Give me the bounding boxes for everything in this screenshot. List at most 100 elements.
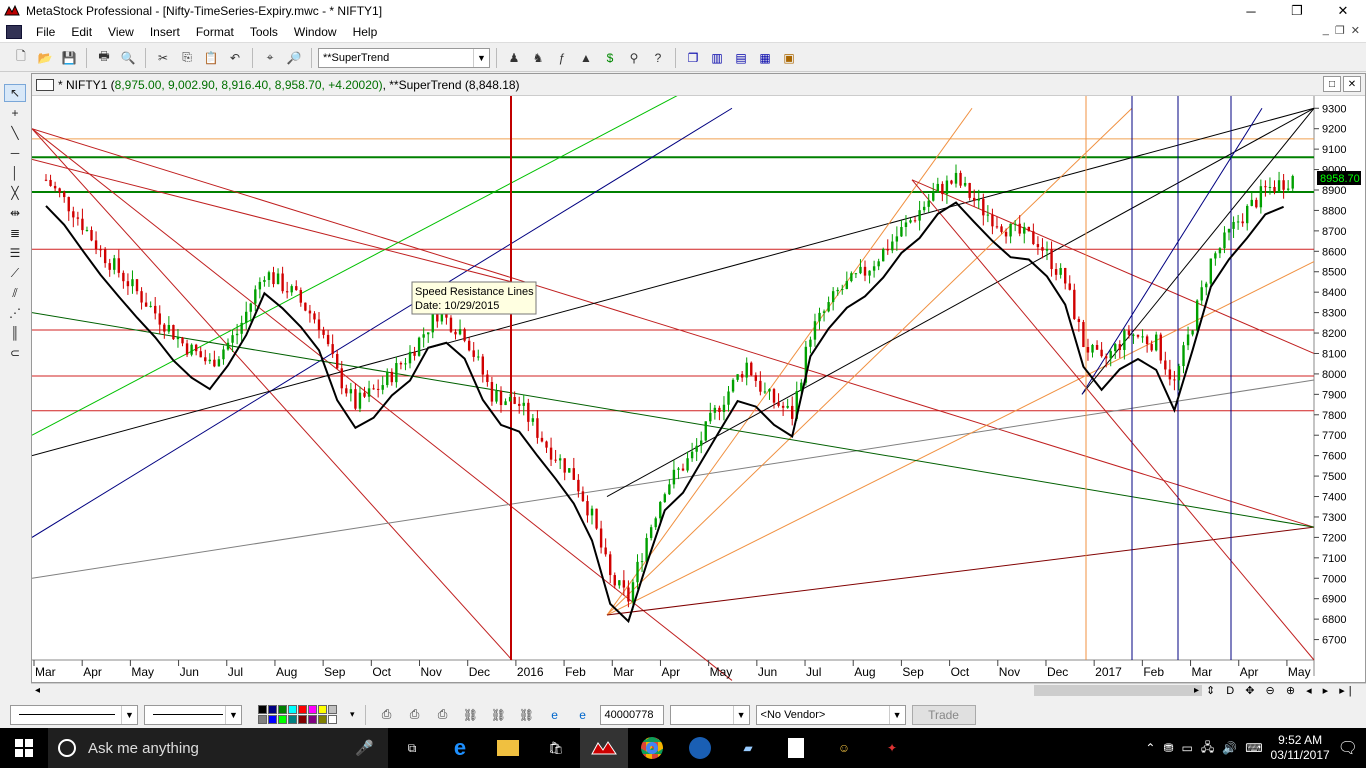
price-chart[interactable]: 6700 6800 6900 7000 7100 7200 7300 7400 7500 7600…	[32, 74, 1365, 682]
new-file-icon[interactable]: 🗋	[16, 49, 26, 63]
scrollbar-thumb[interactable]	[1034, 685, 1202, 696]
cortana-search-box[interactable]: Ask me anything 🎤	[48, 728, 388, 768]
tray-network-icon[interactable]: 🖧	[1200, 739, 1215, 754]
fibonacci-retracement-tool-icon[interactable]: ☰	[9, 246, 21, 260]
color-swatch[interactable]	[268, 715, 277, 724]
zoom-icon[interactable]: 🔎	[286, 50, 302, 65]
menu-view[interactable]: View	[108, 25, 134, 39]
trendline-tool-icon[interactable]: ╲	[11, 126, 19, 140]
color-swatch[interactable]	[308, 704, 317, 714]
open-folder-icon[interactable]: 📂	[37, 50, 53, 65]
chart-maximize-button[interactable]: □	[1323, 76, 1341, 92]
tray-chevron-up-icon[interactable]: ⌃	[1145, 741, 1156, 755]
color-swatch[interactable]	[278, 715, 287, 724]
save-icon[interactable]: 💾	[61, 50, 77, 65]
pointer-tool-icon[interactable]: ↖	[4, 84, 26, 102]
chevron-down-icon[interactable]: ▼	[888, 705, 905, 724]
task-view-icon[interactable]: ⧉	[407, 740, 417, 755]
binoculars-icon[interactable]: ⚲	[629, 50, 639, 65]
color-swatch[interactable]	[258, 715, 267, 724]
taskbar-clock[interactable]: 9:52 AM 03/11/2017	[1271, 733, 1330, 763]
system-tester-icon[interactable]: ▲	[580, 50, 592, 65]
keyboard-icon[interactable]: ⌨	[1245, 741, 1263, 755]
maximize-button[interactable]: ❐	[1291, 3, 1303, 18]
chevron-down-icon[interactable]: ▼	[225, 705, 241, 724]
cut-icon[interactable]: ✂	[157, 50, 169, 65]
print-preview-icon[interactable]: 🔍	[120, 50, 136, 65]
explorer-icon[interactable]: ♞	[532, 50, 544, 65]
color-swatch[interactable]	[278, 704, 287, 714]
browser-icon[interactable]: e	[551, 707, 558, 722]
line-style-select[interactable]: ▼	[10, 704, 138, 725]
chevron-down-icon[interactable]: ▼	[473, 48, 489, 67]
close-button[interactable]: ✕	[1337, 3, 1349, 18]
line-weight-select[interactable]: ▼	[144, 704, 242, 725]
volume-icon[interactable]: 🔊	[1222, 741, 1238, 755]
tile-vertical-icon[interactable]: ▥	[711, 50, 723, 65]
dollar-icon[interactable]: $	[606, 50, 614, 65]
color-swatch[interactable]	[298, 704, 307, 714]
color-swatch[interactable]	[308, 715, 317, 724]
horizontal-line-tool-icon[interactable]: ─	[10, 146, 20, 160]
crosshair-icon[interactable]: ⌖	[266, 50, 274, 64]
time-zones-tool-icon[interactable]: ║	[10, 326, 20, 340]
microphone-icon[interactable]: 🎤	[355, 740, 374, 757]
tray-network-share-icon[interactable]: ⛃	[1163, 741, 1174, 755]
tray-device-icon[interactable]: ▭	[1181, 741, 1193, 755]
mdi-minimize-button[interactable]: _	[1322, 24, 1329, 36]
link-icon[interactable]: ⛓	[462, 707, 479, 722]
tools-app-icon[interactable]: ✦	[886, 741, 898, 755]
text-tool-icon[interactable]: ╳	[11, 186, 19, 200]
metastock-task-icon[interactable]	[580, 728, 628, 768]
menu-file[interactable]: File	[36, 25, 56, 39]
chevron-down-icon[interactable]: ▼	[732, 705, 749, 724]
print-icon[interactable]: 🖶	[98, 49, 110, 63]
tile-grid-icon[interactable]: ▦	[759, 50, 771, 65]
minimize-button[interactable]: ─	[1246, 3, 1256, 19]
blank-select[interactable]: ▼	[669, 704, 750, 725]
menu-edit[interactable]: Edit	[71, 25, 93, 39]
color-swatch[interactable]	[258, 704, 267, 714]
trade-button[interactable]: Trade	[911, 704, 976, 725]
paste-icon[interactable]: 📋	[203, 50, 219, 65]
firefox-icon[interactable]	[676, 728, 724, 768]
link2-icon[interactable]: ⛓	[490, 707, 507, 722]
notifications-icon[interactable]: 🗨	[1337, 740, 1358, 757]
preview-icon[interactable]: ⎙	[437, 707, 448, 721]
fibonacci-arcs-tool-icon[interactable]: ≣	[9, 226, 21, 240]
color-swatch[interactable]	[288, 704, 297, 714]
expert-advisor-icon[interactable]: ♟	[508, 50, 520, 65]
andrews-pitchfork-tool-icon[interactable]: ⋰	[9, 306, 21, 320]
color-swatch[interactable]	[328, 715, 337, 724]
link3-icon[interactable]: ⛓	[518, 707, 535, 722]
browser2-icon[interactable]: e	[579, 707, 586, 722]
crosshair-tool-icon[interactable]: +	[11, 106, 19, 120]
chart-close-button[interactable]: ✕	[1343, 76, 1361, 92]
copy-icon[interactable]: ⎘	[182, 50, 192, 64]
arc-tool-icon[interactable]: ⊂	[9, 346, 21, 360]
cascade-windows-icon[interactable]: ❐	[687, 50, 699, 65]
user-app-icon[interactable]: ☺	[837, 741, 851, 755]
menu-insert[interactable]: Insert	[149, 25, 180, 39]
undo-icon[interactable]: ↶	[229, 50, 241, 65]
color-swatch[interactable]	[298, 715, 307, 724]
horizontal-scrollbar[interactable]: ◂ ▸ ⇕ D ✥ ⊖ ⊕ ◂ ▸ ▸|	[31, 683, 1366, 697]
scroll-right-icon[interactable]: ▸	[1194, 685, 1200, 696]
color-swatch[interactable]	[288, 715, 297, 724]
menu-window[interactable]: Window	[293, 25, 337, 39]
start-button[interactable]	[0, 728, 48, 768]
chrome-icon[interactable]	[628, 728, 676, 768]
mdi-close-button[interactable]: ✕	[1350, 25, 1360, 37]
file-explorer-icon[interactable]	[484, 728, 532, 768]
chart-nav-icons[interactable]: ⇕ D ✥ ⊖ ⊕ ◂ ▸ ▸|	[1206, 685, 1356, 697]
color-swatch[interactable]	[328, 704, 337, 714]
vendor-select[interactable]: <No Vendor> ▼	[755, 704, 906, 725]
print-small-icon[interactable]: ⎙	[381, 707, 392, 721]
document-icon[interactable]	[6, 25, 22, 39]
gann-fan-tool-icon[interactable]: ⟋	[10, 265, 20, 280]
color-swatch[interactable]	[268, 704, 277, 714]
notepad-icon[interactable]: ▰	[743, 741, 753, 755]
menu-help[interactable]: Help	[352, 25, 378, 39]
tile-horizontal-icon[interactable]: ▤	[735, 50, 747, 65]
scroll-left-icon[interactable]: ◂	[35, 685, 41, 696]
